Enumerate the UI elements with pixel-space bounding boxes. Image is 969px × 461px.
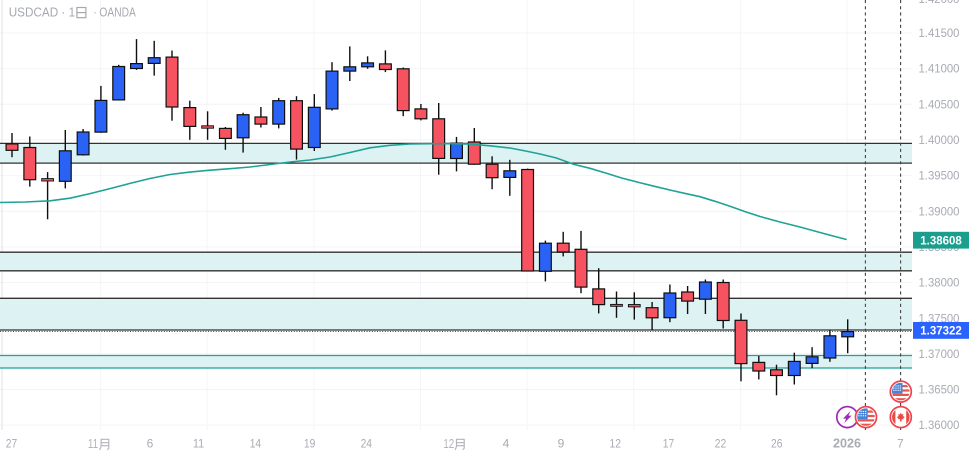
svg-text:11: 11	[88, 437, 98, 451]
svg-text:7: 7	[897, 436, 904, 450]
svg-text:1.36500: 1.36500	[919, 383, 960, 397]
svg-text:19: 19	[304, 436, 316, 450]
svg-text:22: 22	[715, 436, 727, 450]
svg-text:USDCAD · 1: USDCAD · 1	[9, 5, 75, 20]
svg-text:14: 14	[250, 436, 262, 450]
svg-text:1.41500: 1.41500	[919, 26, 960, 40]
svg-text:24: 24	[361, 436, 373, 450]
svg-text:1.41000: 1.41000	[919, 62, 960, 76]
svg-text:1.37000: 1.37000	[919, 347, 960, 361]
svg-text:1.42000: 1.42000	[919, 0, 960, 6]
svg-text:12: 12	[443, 437, 454, 451]
svg-text:26: 26	[771, 436, 783, 450]
svg-text:1.39500: 1.39500	[919, 169, 960, 183]
svg-text:27: 27	[6, 436, 18, 450]
svg-text:1.38608: 1.38608	[920, 233, 962, 247]
svg-text:1.39000: 1.39000	[919, 204, 960, 218]
svg-text:1.37500: 1.37500	[919, 311, 960, 325]
svg-text:· OANDA: · OANDA	[93, 5, 136, 20]
svg-text:17: 17	[663, 436, 675, 450]
svg-text:6: 6	[147, 436, 154, 450]
svg-text:1.40000: 1.40000	[919, 133, 960, 147]
svg-text:4: 4	[503, 436, 510, 450]
svg-text:1.37322: 1.37322	[920, 324, 962, 338]
svg-text:1.40500: 1.40500	[919, 97, 960, 111]
svg-text:1.38000: 1.38000	[919, 276, 960, 290]
svg-text:2026: 2026	[833, 436, 861, 450]
svg-text:11: 11	[193, 436, 205, 450]
svg-text:1.36000: 1.36000	[919, 418, 960, 432]
svg-text:9: 9	[558, 436, 565, 450]
svg-text:12: 12	[610, 436, 622, 450]
